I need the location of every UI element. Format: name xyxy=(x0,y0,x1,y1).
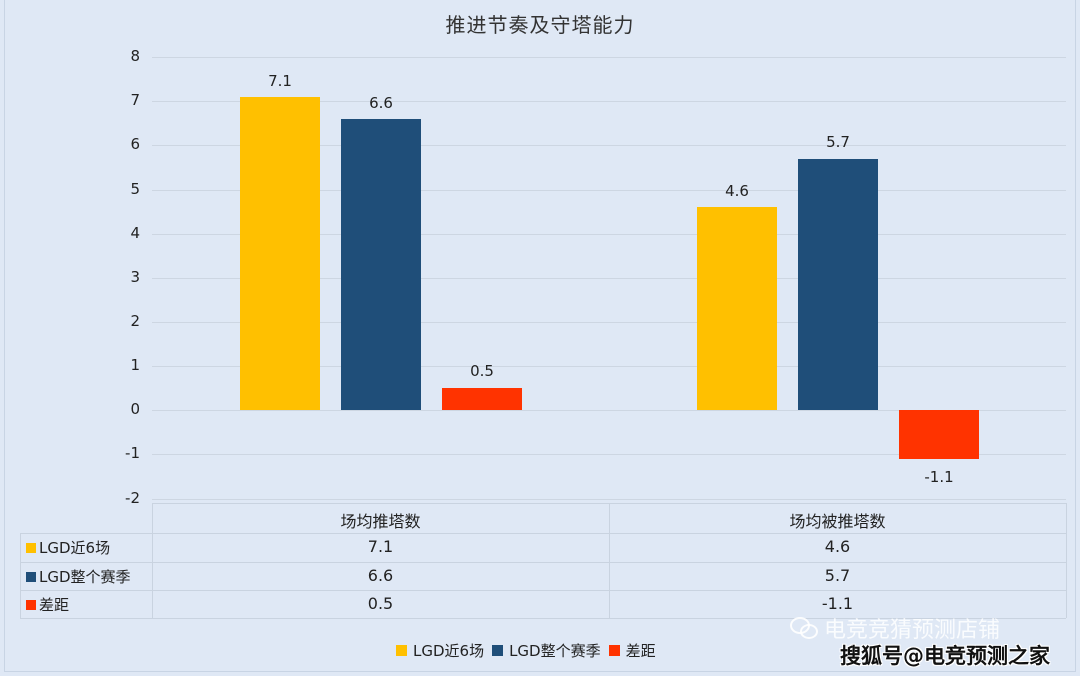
legend-swatch-season xyxy=(492,645,504,656)
y-tick: 2 xyxy=(130,312,140,330)
bar-label: 4.6 xyxy=(725,182,749,200)
legend-swatch-diff xyxy=(608,645,620,656)
y-tick: 4 xyxy=(130,224,140,242)
table-border xyxy=(20,590,1066,591)
gridline-5 xyxy=(152,190,1066,191)
legend-item: LGD整个赛季 xyxy=(492,640,601,661)
legend-swatch-diff xyxy=(26,599,36,610)
bar-recent6-pushes xyxy=(240,97,320,410)
watermark-wechat: 电竞竞猜预测店铺 xyxy=(790,612,1000,644)
y-tick: 6 xyxy=(130,135,140,153)
legend-label: LGD整个赛季 xyxy=(509,642,601,660)
legend-item: LGD近6场 xyxy=(396,640,484,661)
gridline-0 xyxy=(152,410,1066,411)
chart-legend: LGD近6场 LGD整个赛季 差距 xyxy=(396,640,664,661)
table-border xyxy=(20,562,1066,563)
table-cell: 7.1 xyxy=(367,537,394,556)
table-border xyxy=(20,618,1066,619)
table-border xyxy=(1066,503,1067,618)
y-tick: 7 xyxy=(130,91,140,109)
legend-swatch-recent6 xyxy=(396,645,407,656)
watermark-text: 电竞竞猜预测店铺 xyxy=(824,618,1001,643)
bar-label: 7.1 xyxy=(268,72,292,90)
gridline-1 xyxy=(152,366,1066,367)
bar-label: -1.1 xyxy=(924,468,954,486)
row-label-text: LGD近6场 xyxy=(39,539,111,557)
legend-swatch-season xyxy=(26,571,36,582)
bar-label: 5.7 xyxy=(826,133,850,151)
y-tick: -2 xyxy=(125,489,140,507)
y-tick: -1 xyxy=(125,444,140,462)
bar-label: 6.6 xyxy=(369,94,393,112)
table-header: 场均推塔数 xyxy=(340,512,421,531)
gridline-3 xyxy=(152,278,1066,279)
legend-label: LGD近6场 xyxy=(413,642,485,660)
row-label-text: LGD整个赛季 xyxy=(39,568,131,586)
legend-item: 差距 xyxy=(608,640,656,661)
table-cell: 4.6 xyxy=(824,537,851,556)
table-header: 场均被推塔数 xyxy=(789,512,886,531)
gridline-8 xyxy=(152,57,1066,58)
table-row-label: 差距 xyxy=(26,594,69,615)
table-cell: 0.5 xyxy=(367,594,394,613)
table-border xyxy=(20,533,1066,534)
chart-frame xyxy=(4,0,1076,672)
legend-swatch-recent6 xyxy=(26,542,36,553)
wechat-icon xyxy=(790,617,818,639)
y-tick: 0 xyxy=(130,400,140,418)
gridline-neg1 xyxy=(152,454,1066,455)
table-row-label: LGD近6场 xyxy=(26,537,110,558)
bar-diff-pushes xyxy=(442,388,522,410)
bar-recent6-pushed xyxy=(697,207,777,410)
gridline-7 xyxy=(152,101,1066,102)
y-tick: 8 xyxy=(130,47,140,65)
table-row-label: LGD整个赛季 xyxy=(26,566,131,587)
gridline-6 xyxy=(152,145,1066,146)
table-border xyxy=(152,503,153,618)
watermark-sohu: 搜狐号@电竞预测之家 xyxy=(840,644,1050,668)
y-tick: 5 xyxy=(130,180,140,198)
bar-diff-pushed xyxy=(899,410,979,459)
gridline-2 xyxy=(152,322,1066,323)
y-tick: 1 xyxy=(130,356,140,374)
gridline-neg2 xyxy=(152,499,1066,500)
bar-season-pushes xyxy=(341,119,421,410)
y-tick: 3 xyxy=(130,268,140,286)
table-border xyxy=(609,503,610,618)
legend-label: 差距 xyxy=(625,642,656,660)
gridline-4 xyxy=(152,234,1066,235)
chart-title: 推进节奏及守塔能力 xyxy=(445,13,635,37)
bar-season-pushed xyxy=(798,159,878,410)
table-cell: -1.1 xyxy=(821,594,854,613)
bar-label: 0.5 xyxy=(470,362,494,380)
table-cell: 6.6 xyxy=(367,566,394,585)
table-cell: 5.7 xyxy=(824,566,851,585)
table-border xyxy=(20,533,21,618)
row-label-text: 差距 xyxy=(39,596,70,614)
